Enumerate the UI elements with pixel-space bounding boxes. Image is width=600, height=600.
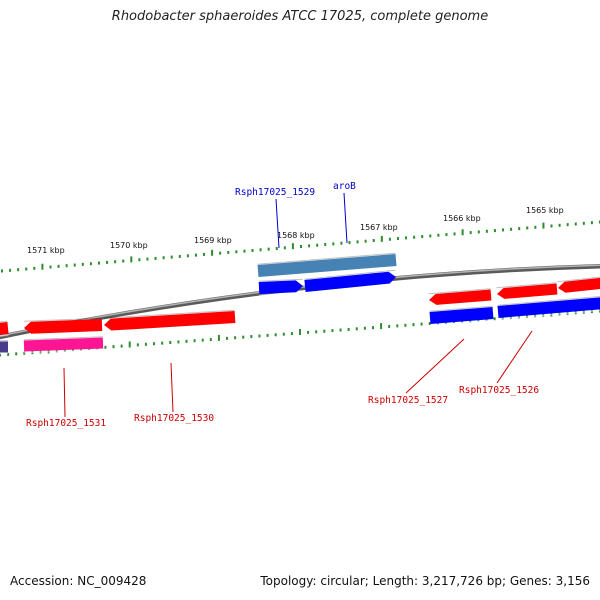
kbp-label: 1567 kbp	[360, 223, 398, 232]
gene-rsph17025-1527	[429, 305, 494, 326]
gene-label-leader	[496, 330, 533, 384]
gene-label: Rsph17025_1527	[368, 395, 448, 406]
gene-rsph17025-1529	[258, 278, 303, 296]
gene-arrow-shine	[558, 289, 600, 296]
gene-arrow-shine	[497, 294, 558, 302]
map-title: Rhodobacter sphaeroides ATCC 17025, comp…	[111, 9, 489, 24]
gene-label: Rsph17025_1530	[134, 413, 214, 424]
gene-arrow-body	[497, 283, 558, 299]
gene-arob	[304, 269, 396, 294]
gene-arrow-body	[429, 289, 492, 305]
gene-arrow-body	[258, 280, 303, 294]
kbp-label: 1565 kbp	[526, 206, 564, 215]
gene-label-leader	[170, 362, 174, 413]
kbp-label: 1569 kbp	[194, 236, 232, 245]
kbp-label: 1571 kbp	[27, 246, 65, 255]
kbp-label: 1568 kbp	[277, 231, 315, 240]
gene-arrow-shade	[258, 278, 303, 282]
gene-arrow-shine	[258, 266, 397, 279]
gene-label-leader	[275, 198, 280, 249]
gene-arrow-shine	[104, 323, 236, 333]
kbp-label: 1566 kbp	[443, 214, 481, 223]
gene-left-edge-other	[0, 340, 8, 355]
gene-arrow-shine	[430, 319, 494, 326]
gene-rsph17025-1526	[497, 296, 600, 320]
gene-arrow-shade	[257, 252, 396, 265]
gene-rsph17025-1531-red	[23, 317, 103, 336]
gene-arrow-shade	[497, 296, 600, 306]
gene-arrow-body	[24, 319, 103, 334]
gene-arrow-body	[497, 297, 600, 318]
gene-rsph17025-1527-red	[428, 288, 492, 308]
outer-tick-row	[1, 220, 600, 273]
gene-arrow-shade	[304, 269, 396, 280]
kbp-label: 1570 kbp	[110, 241, 148, 250]
gene-arrow-body	[304, 271, 396, 292]
gene-label: Rsph17025_1531	[26, 418, 106, 429]
gene-label-leader	[405, 338, 465, 394]
gene-arrow-body	[558, 277, 600, 293]
gene-label-leader	[63, 367, 66, 418]
gene-arrow-shine	[305, 283, 390, 294]
accession-label: Accession: NC_009428	[10, 574, 147, 588]
gene-arrow-shine	[0, 334, 9, 337]
gene-arrow-shade	[103, 309, 235, 319]
gene-arrow-shade	[23, 336, 103, 341]
gene-right-edge-red	[557, 276, 600, 296]
gene-arrow-shade	[429, 305, 493, 312]
gene-rsph17025-1529-track	[257, 252, 397, 279]
gene-label: Rsph17025_1526	[459, 385, 539, 396]
gene-left-edge-red	[0, 320, 9, 337]
gene-arrow-body	[429, 307, 494, 324]
gene-arrow-shade	[428, 288, 491, 295]
gene-arrow-shine	[24, 331, 103, 336]
gene-arrow-body	[104, 311, 236, 331]
gene-rsph17025-1530	[103, 309, 236, 333]
gene-arrow-shade	[496, 282, 557, 289]
gene-rsph17025-1526-red	[496, 282, 558, 302]
gene-arrow-shade	[23, 317, 102, 322]
topology-label: Topology: circular; Length: 3,217,726 bp…	[260, 574, 590, 588]
gene-arrow-body	[0, 341, 8, 353]
gene-arrow-shade	[0, 320, 8, 323]
gene-arrow-shine	[498, 309, 600, 320]
gene-arrow-shine	[429, 300, 492, 308]
gene-label: aroB	[333, 181, 356, 192]
gene-label: Rsph17025_1529	[235, 187, 315, 198]
gene-arrow-shine	[24, 348, 104, 354]
gene-label-leader	[343, 192, 348, 244]
gene-arrow-shade	[557, 276, 600, 283]
gene-arrow-body	[257, 254, 397, 277]
gene-arrow-shine	[259, 292, 297, 296]
gene-arrow-body	[0, 322, 9, 335]
gene-arrow-body	[23, 337, 104, 352]
gene-rsph17025-1531	[23, 336, 104, 354]
